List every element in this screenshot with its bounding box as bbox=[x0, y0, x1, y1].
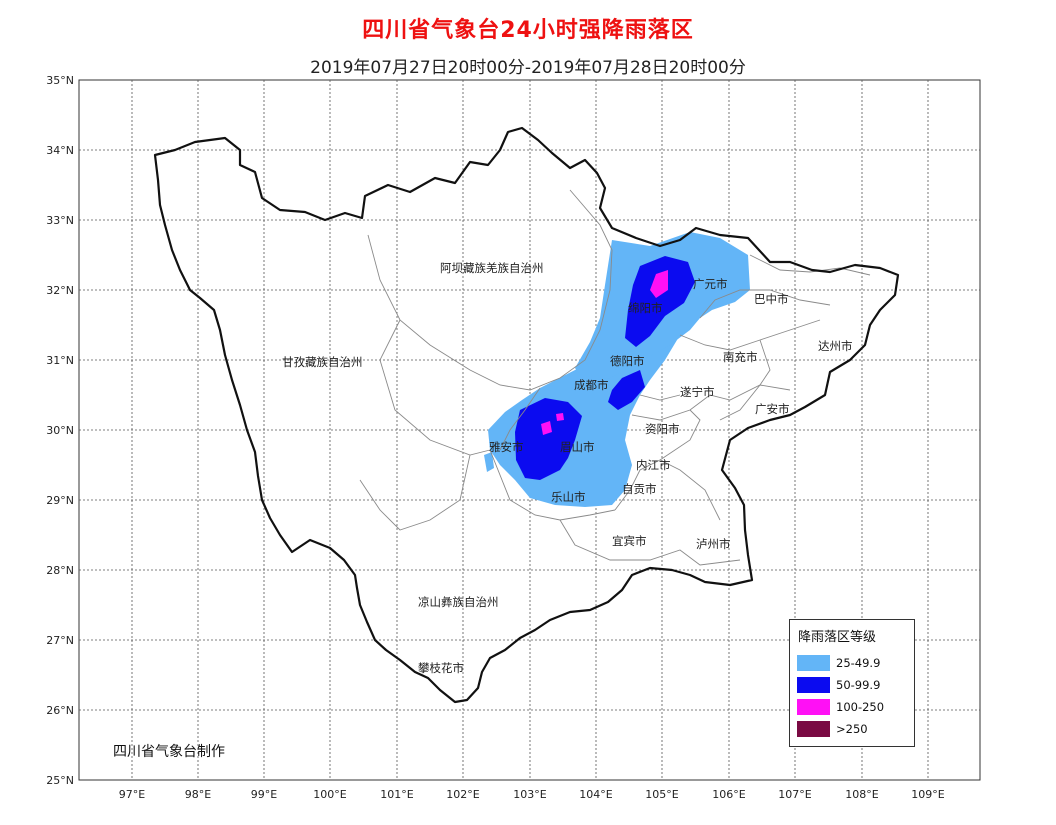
longitude-label: 108°E bbox=[845, 788, 878, 801]
prefecture-boundaries bbox=[359, 189, 871, 566]
rain-zone-25-49-9-islet bbox=[484, 452, 494, 472]
latitude-label: 28°N bbox=[46, 564, 74, 577]
city-label: 达州市 bbox=[818, 339, 853, 353]
latitude-label: 35°N bbox=[46, 74, 74, 87]
city-label: 遂宁市 bbox=[680, 385, 715, 399]
latitude-label: 31°N bbox=[46, 354, 74, 367]
longitude-label: 109°E bbox=[911, 788, 944, 801]
latitude-label: 33°N bbox=[46, 214, 74, 227]
longitude-label: 102°E bbox=[446, 788, 479, 801]
rain-zone-50-99-9-center bbox=[608, 370, 645, 410]
longitude-label: 103°E bbox=[513, 788, 546, 801]
latitude-label: 32°N bbox=[46, 284, 74, 297]
longitude-label: 97°E bbox=[119, 788, 145, 801]
map-title: 四川省气象台24小时强降雨落区 bbox=[362, 18, 694, 43]
longitude-label: 98°E bbox=[185, 788, 211, 801]
rain-zone-50-99-9-south bbox=[515, 398, 582, 480]
city-label: 泸州市 bbox=[696, 537, 731, 551]
latitude-label: 29°N bbox=[46, 494, 74, 507]
rain-zone-100-250-north bbox=[650, 270, 668, 298]
legend-item: 100-250 bbox=[797, 699, 913, 717]
legend-swatch bbox=[797, 699, 830, 715]
legend-swatch bbox=[797, 721, 830, 737]
city-label: 凉山彝族自治州 bbox=[418, 595, 499, 609]
latitude-label: 26°N bbox=[46, 704, 74, 717]
legend-title: 降雨落区等级 bbox=[798, 630, 877, 645]
rain-zone-100-250-south-a bbox=[541, 421, 552, 435]
sichuan-boundary bbox=[153, 126, 900, 704]
city-label: 眉山市 bbox=[560, 440, 595, 454]
city-label: 广安市 bbox=[755, 402, 790, 416]
city-label: 资阳市 bbox=[645, 422, 680, 436]
city-label: 广元市 bbox=[693, 277, 728, 291]
city-label: 甘孜藏族自治州 bbox=[282, 355, 363, 369]
city-label: 巴中市 bbox=[754, 292, 789, 306]
latitude-label: 25°N bbox=[46, 774, 74, 787]
legend-swatch bbox=[797, 655, 830, 671]
legend-label: 25-49.9 bbox=[836, 656, 881, 670]
longitude-label: 107°E bbox=[778, 788, 811, 801]
city-label: 攀枝花市 bbox=[418, 661, 464, 675]
city-label: 阿坝藏族羌族自治州 bbox=[440, 261, 544, 275]
longitude-label: 106°E bbox=[712, 788, 745, 801]
legend-item: 25-49.9 bbox=[797, 655, 913, 673]
legend-label: 100-250 bbox=[836, 700, 885, 714]
map-subtitle: 2019年07月27日20时00分-2019年07月28日20时00分 bbox=[310, 58, 746, 78]
city-label: 成都市 bbox=[574, 378, 609, 392]
city-label: 宜宾市 bbox=[612, 534, 647, 548]
legend-item: >250 bbox=[797, 721, 913, 739]
city-label: 内江市 bbox=[636, 458, 671, 472]
legend: 降雨落区等级 25-49.9 50-99.9 100-250 >250 bbox=[789, 619, 915, 747]
city-label: 自贡市 bbox=[622, 482, 657, 496]
longitude-label: 99°E bbox=[251, 788, 277, 801]
city-label: 绵阳市 bbox=[628, 301, 663, 315]
legend-item: 50-99.9 bbox=[797, 677, 913, 695]
latitude-label: 34°N bbox=[46, 144, 74, 157]
longitude-label: 104°E bbox=[579, 788, 612, 801]
latitude-label: 27°N bbox=[46, 634, 74, 647]
legend-label: >250 bbox=[836, 722, 868, 736]
producer-credit: 四川省气象台制作 bbox=[113, 744, 225, 760]
legend-swatch bbox=[797, 677, 830, 693]
longitude-label: 105°E bbox=[645, 788, 678, 801]
legend-label: 50-99.9 bbox=[836, 678, 881, 692]
rain-zone-50-99-9-north bbox=[625, 256, 695, 347]
latitude-label: 30°N bbox=[46, 424, 74, 437]
longitude-label: 100°E bbox=[313, 788, 346, 801]
city-label: 德阳市 bbox=[610, 354, 645, 368]
rain-zone-100-250-south-b bbox=[556, 413, 564, 421]
city-label: 乐山市 bbox=[551, 490, 586, 504]
city-label: 雅安市 bbox=[489, 440, 524, 454]
city-label: 南充市 bbox=[723, 350, 758, 364]
longitude-label: 101°E bbox=[380, 788, 413, 801]
